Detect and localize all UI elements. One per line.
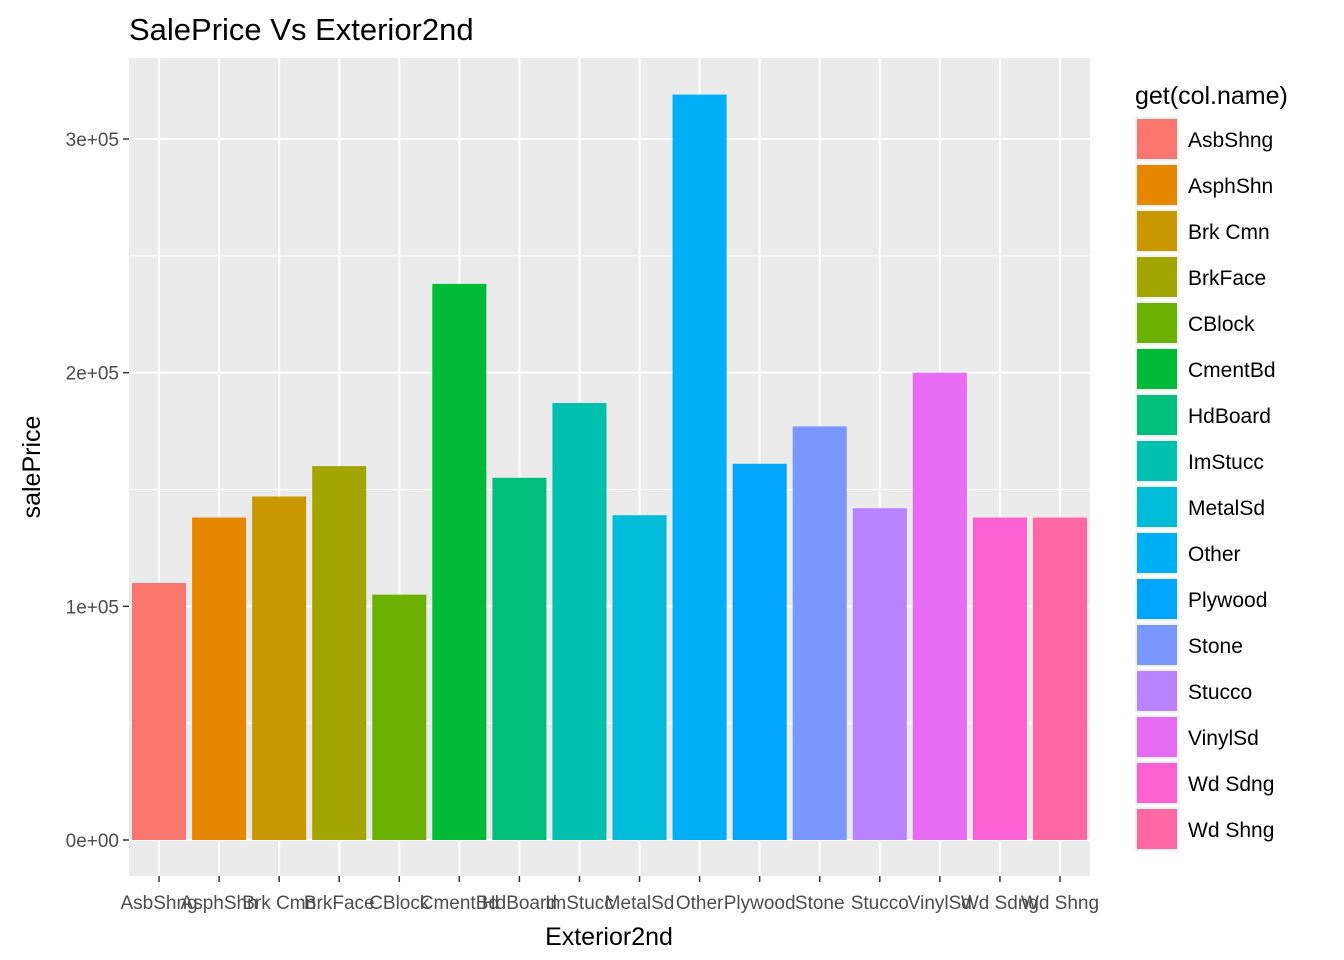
- bar-stone: [792, 426, 847, 840]
- bar-plywood: [732, 463, 787, 840]
- legend-swatch: [1137, 165, 1177, 205]
- legend-item: CmentBd: [1135, 347, 1276, 391]
- legend-swatch: [1137, 303, 1177, 343]
- x-tick-label: HdBoard: [482, 893, 557, 914]
- legend-swatch: [1137, 211, 1177, 251]
- bar-asphshn: [192, 517, 247, 840]
- bar-hdboard: [492, 477, 547, 840]
- legend-label: ImStucc: [1188, 451, 1264, 474]
- y-axis: 0e+00 1e+05 2e+05 3e+05: [66, 130, 129, 852]
- x-axis-title: Exterior2nd: [545, 923, 673, 951]
- legend-swatch: [1137, 717, 1177, 757]
- legend-item: Plywood: [1135, 577, 1267, 621]
- x-tick-label: Wd Sdng: [961, 893, 1039, 914]
- legend-swatch: [1137, 579, 1177, 619]
- x-tick-label: CBlock: [369, 893, 430, 914]
- legend-label: Brk Cmn: [1188, 221, 1270, 244]
- legend-label: AsbShng: [1188, 129, 1273, 152]
- legend-item: AsbShng: [1135, 117, 1273, 161]
- legend-label: HdBoard: [1188, 405, 1271, 428]
- x-tick-label: Plywood: [724, 893, 796, 914]
- legend-swatch: [1137, 487, 1177, 527]
- bar-cblock: [372, 594, 427, 840]
- legend-item: Wd Shng: [1135, 807, 1274, 851]
- bar-wd-shng: [1032, 517, 1087, 840]
- legend-item: HdBoard: [1135, 393, 1271, 437]
- bar-asbshng: [132, 582, 187, 840]
- legend-item: CBlock: [1135, 301, 1255, 345]
- x-tick-label: VinylSd: [908, 893, 972, 914]
- x-tick-label: BrkFace: [304, 893, 375, 914]
- legend-label: VinylSd: [1188, 727, 1259, 750]
- legend-swatch: [1137, 395, 1177, 435]
- legend-item: MetalSd: [1135, 485, 1265, 529]
- x-tick-label: Stone: [795, 893, 845, 914]
- legend-swatch: [1137, 671, 1177, 711]
- x-tick-label: CmentBd: [420, 893, 499, 914]
- legend-item: Wd Sdng: [1135, 761, 1274, 805]
- x-tick-label: MetalSd: [605, 893, 675, 914]
- legend-swatch: [1137, 119, 1177, 159]
- y-tick-label: 3e+05: [66, 130, 119, 151]
- bar-other: [672, 94, 727, 840]
- bar-stucco: [852, 508, 907, 840]
- x-tick-label: Brk Cmn: [242, 893, 316, 914]
- bar-metalsd: [612, 515, 667, 840]
- bar-wd-sdng: [972, 517, 1027, 840]
- legend-title: get(col.name): [1135, 82, 1288, 110]
- legend-label: Stone: [1188, 635, 1243, 658]
- legend-label: Stucco: [1188, 681, 1252, 704]
- bar-vinylsd: [912, 372, 967, 840]
- legend-swatch: [1137, 809, 1177, 849]
- legend-swatch: [1137, 349, 1177, 389]
- legend-label: Other: [1188, 543, 1241, 566]
- y-axis-title: salePrice: [18, 416, 46, 519]
- legend-label: AsphShn: [1188, 175, 1273, 198]
- legend-label: Wd Sdng: [1188, 773, 1274, 796]
- bar-brkface: [312, 466, 367, 840]
- legend-label: CBlock: [1188, 313, 1255, 336]
- bar-cmentbd: [432, 283, 487, 841]
- legend-item: Brk Cmn: [1135, 209, 1270, 253]
- x-tick-label: Wd Shng: [1021, 893, 1099, 914]
- legend-label: CmentBd: [1188, 359, 1276, 382]
- x-tick-label: AsbShng: [120, 893, 197, 914]
- x-tick-label: ImStucc: [545, 893, 614, 914]
- legend-item: Other: [1135, 531, 1241, 575]
- legend-label: Wd Shng: [1188, 819, 1274, 842]
- legend-label: Plywood: [1188, 589, 1267, 612]
- legend-item: ImStucc: [1135, 439, 1264, 483]
- x-tick-label: Other: [676, 893, 724, 914]
- legend-item: AsphShn: [1135, 163, 1273, 207]
- legend-label: BrkFace: [1188, 267, 1266, 290]
- x-tick-label: AsphShn: [181, 893, 258, 914]
- legend: AsbShng AsphShn Brk Cmn BrkFace CBlock CmentB…: [1135, 117, 1276, 851]
- bar-brk-cmn: [252, 496, 307, 840]
- y-tick-label: 2e+05: [66, 364, 119, 385]
- legend-swatch: [1137, 257, 1177, 297]
- chart-title: SalePrice Vs Exterior2nd: [129, 12, 474, 47]
- legend-label: MetalSd: [1188, 497, 1265, 520]
- y-tick-label: 1e+05: [66, 597, 119, 618]
- legend-swatch: [1137, 625, 1177, 665]
- legend-swatch: [1137, 763, 1177, 803]
- bars: [132, 94, 1087, 841]
- legend-swatch: [1137, 533, 1177, 573]
- legend-item: Stone: [1135, 623, 1243, 667]
- y-tick-label: 0e+00: [66, 831, 119, 852]
- x-tick-label: Stucco: [851, 893, 909, 914]
- legend-item: VinylSd: [1135, 715, 1259, 759]
- bar-imstucc: [552, 403, 607, 840]
- legend-item: BrkFace: [1135, 255, 1266, 299]
- legend-swatch: [1137, 441, 1177, 481]
- legend-item: Stucco: [1135, 669, 1252, 713]
